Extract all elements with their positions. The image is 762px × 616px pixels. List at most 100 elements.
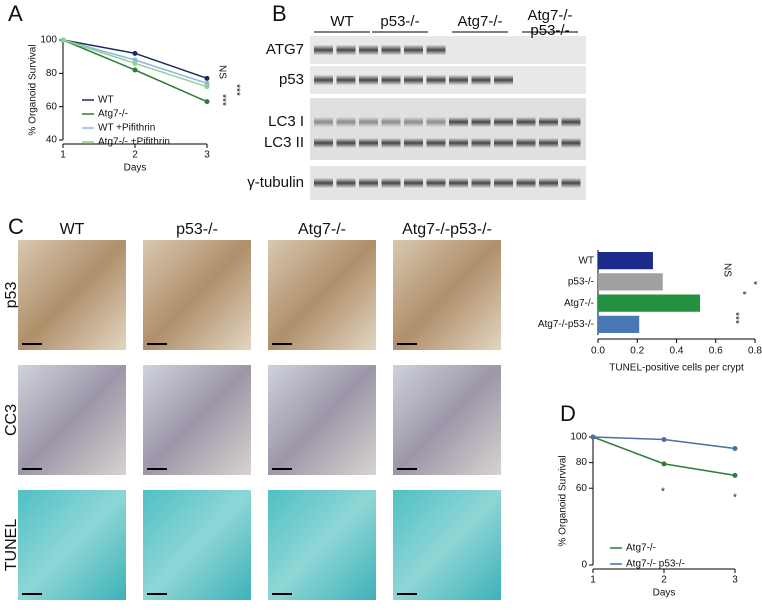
legend-label: WT +Pifithrin [98,123,155,134]
blot-band [426,75,446,85]
series-line [592,436,736,477]
bar [598,294,701,312]
blot-band [426,117,446,127]
data-point [661,437,667,443]
blot-band [494,117,513,127]
blot-band [539,178,558,188]
y-tick-label: 0 [581,560,587,571]
blot-row-label: γ-tubulin [247,174,304,191]
micrograph [18,365,126,475]
blot-band [404,117,423,127]
blot-band [561,117,581,127]
significance-label: *** [729,312,740,324]
blot-band [471,178,491,188]
data-point [732,472,738,478]
y-tick-label: 60 [576,483,588,494]
blot-group-label: Atg7-/-p53-/- [527,7,572,39]
y-axis-label: % Organoid Survival [558,455,569,546]
panel-label: A [8,1,23,26]
blot-band [336,75,356,85]
blot-band [314,45,333,55]
blot-band [314,75,333,85]
y-tick-label: 60 [46,101,58,112]
blot-band [471,138,491,148]
legend-label: WT [98,95,114,106]
bar [598,273,663,291]
micrograph [268,490,376,600]
blot-band [449,117,468,127]
blot-band [381,45,401,55]
data-point [132,67,138,73]
data-point [204,84,210,90]
x-tick-label: 0.8 [748,346,762,357]
blot-band [359,178,378,188]
blot-band [426,45,446,55]
category-label: Atg7-/- [564,298,594,309]
blot-band [381,117,401,127]
significance-label: NS [216,65,227,79]
data-point [732,446,738,452]
blot-band [336,45,356,55]
blot-band [381,138,401,148]
data-point [132,60,138,66]
micrograph [143,240,251,350]
micrograph-row-label: p53 [3,282,20,309]
significance-label: NS [721,263,732,277]
micrograph [268,240,376,350]
micrograph [393,365,501,475]
category-label: Atg7-/-p53-/- [538,319,594,330]
x-tick-label: 2 [661,575,667,586]
category-label: WT [578,255,594,266]
blot-band [426,178,446,188]
blot-strip [310,66,586,94]
blot-band [404,75,423,85]
panel-label: C [8,214,24,239]
x-axis-label: Days [124,163,147,174]
blot-band [404,45,423,55]
blot-band [359,45,378,55]
x-tick-label: 0.2 [630,346,644,357]
bar [598,315,640,333]
micrograph [143,490,251,600]
blot-group-label: WT [330,13,353,30]
micrograph [18,490,126,600]
micrograph-column-label: p53-/- [176,221,218,238]
blot-band [516,117,536,127]
y-tick-label: 80 [576,457,588,468]
blot-band [494,75,513,85]
blot-band [449,75,468,85]
legend-label: Atg7-/- [98,109,128,120]
significance-label: *** [230,84,241,96]
x-tick-label: 2 [132,150,138,161]
blot-group-label: Atg7-/- [457,13,502,30]
y-tick-label: 40 [46,135,58,146]
blot-band [561,138,581,148]
micrograph-column-label: Atg7-/- [298,221,346,238]
blot-row-label: p53 [279,71,304,88]
blot-band [539,138,558,148]
micrograph [268,365,376,475]
micrograph [143,365,251,475]
x-axis-label: TUNEL-positive cells per crypt [609,363,744,374]
blot-band [381,75,401,85]
micrograph-column-label: Atg7-/-p53-/- [402,221,492,238]
blot-strip [310,36,586,64]
significance-label: * [736,291,747,295]
blot-band [314,138,333,148]
x-tick-label: 1 [590,575,596,586]
micrograph-row-label: CC3 [3,404,20,436]
micrograph [393,240,501,350]
blot-band [494,138,513,148]
y-tick-label: 100 [570,432,587,443]
blot-band [516,178,536,188]
y-axis-label: % Organoid Survival [28,44,39,135]
x-tick-label: 0.4 [670,346,684,357]
blot-row-label: LC3 II [264,134,304,151]
x-tick-label: 3 [204,150,210,161]
blot-band [494,178,513,188]
blot-band [336,117,356,127]
blot-band [404,138,423,148]
data-point [590,434,596,440]
blot-band [336,178,356,188]
